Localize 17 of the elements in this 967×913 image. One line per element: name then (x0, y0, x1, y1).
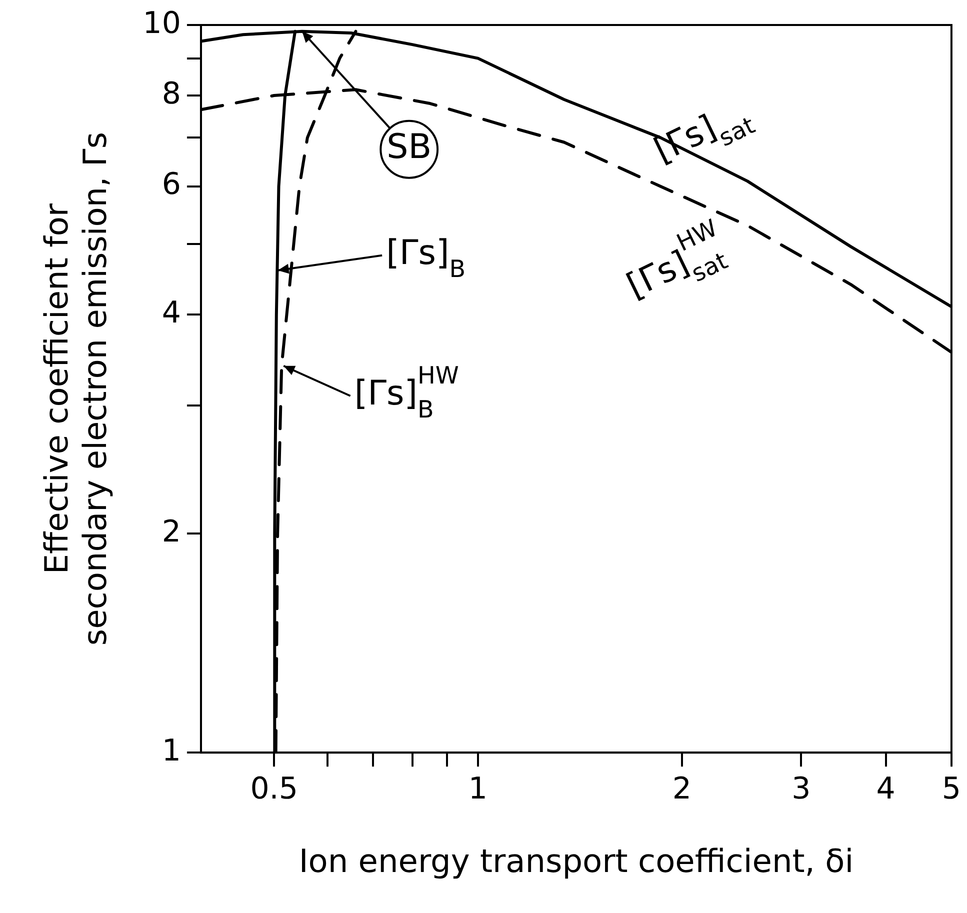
y-tick-label: 4 (162, 295, 181, 330)
y-tick-label: 1 (162, 733, 181, 768)
y-tick-label: 8 (162, 76, 181, 112)
x-axis-title: Ion energy transport coefficient, δi (298, 842, 854, 880)
annotation: [Γs]HWsat (620, 214, 732, 306)
y-tick-label: 10 (142, 6, 181, 41)
annotation: SB (386, 127, 432, 168)
x-tick-label: 1 (468, 771, 488, 806)
x-tick-label: 5 (942, 771, 962, 806)
x-tick-label: 2 (672, 771, 692, 806)
y-tick-label: 2 (162, 514, 181, 550)
x-tick-label: 4 (876, 771, 896, 806)
y-tick-label: 6 (162, 167, 181, 202)
y-axis-title: Effective coefficient for secondary electron emission, Γs (38, 132, 114, 646)
x-tick-label: 0.5 (250, 771, 298, 806)
annotation: [Γs]sat (648, 107, 760, 171)
x-tick-label: 3 (792, 771, 811, 806)
